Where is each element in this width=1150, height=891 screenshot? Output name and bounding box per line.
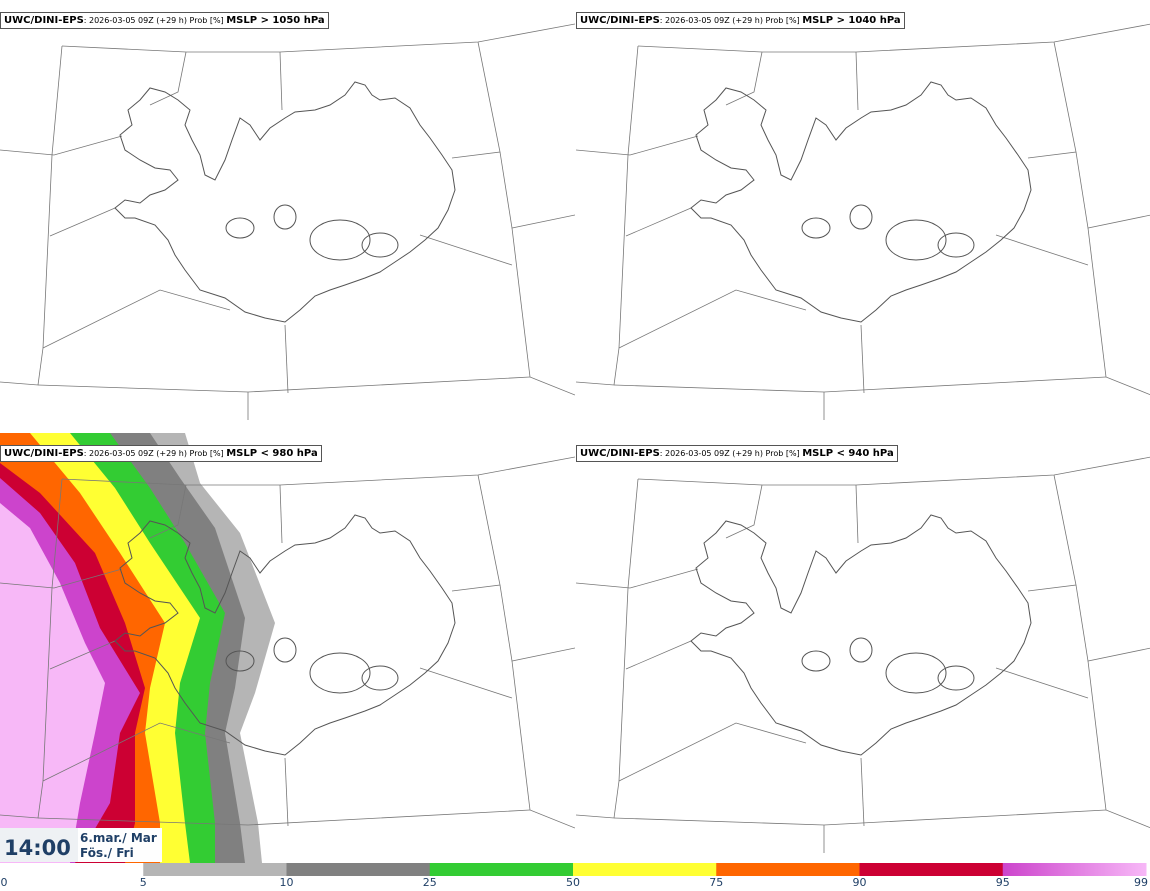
valid-time-box: 14:00 6.mar./ Mar Fös./ Fri <box>0 828 162 862</box>
map-panel-mslp-gt-1050: UWC/DINI-EPS: 2026-03-05 09Z (+29 h) Pro… <box>0 0 575 430</box>
panel-source: UWC/DINI-EPS <box>4 15 84 26</box>
map-canvas <box>576 23 1150 420</box>
panel-info: : 2026-03-05 09Z (+29 h) Prob [%] <box>83 16 224 25</box>
colorbar-tick-label: 90 <box>852 876 867 889</box>
map-panel-mslp-lt-980: UWC/DINI-EPS: 2026-03-05 09Z (+29 h) Pro… <box>0 433 575 863</box>
map-panel-mslp-gt-1040: UWC/DINI-EPS: 2026-03-05 09Z (+29 h) Pro… <box>576 0 1150 430</box>
panel-threshold: MSLP < 980 hPa <box>226 448 318 459</box>
panel-title: UWC/DINI-EPS: 2026-03-05 09Z (+29 h) Pro… <box>0 12 329 29</box>
panel-source: UWC/DINI-EPS <box>580 448 660 459</box>
colorbar-tick-label: 10 <box>279 876 294 889</box>
map-panel-mslp-lt-940: UWC/DINI-EPS: 2026-03-05 09Z (+29 h) Pro… <box>576 433 1150 863</box>
panel-threshold: MSLP > 1040 hPa <box>802 15 901 26</box>
panel-info: : 2026-03-05 09Z (+29 h) Prob [%] <box>659 16 800 25</box>
colorbar-tick-label: 50 <box>566 876 580 889</box>
panel-title: UWC/DINI-EPS: 2026-03-05 09Z (+29 h) Pro… <box>576 445 898 462</box>
panel-title: UWC/DINI-EPS: 2026-03-05 09Z (+29 h) Pro… <box>0 445 322 462</box>
colorbar-segment-75 <box>716 863 860 876</box>
panel-info: : 2026-03-05 09Z (+29 h) Prob [%] <box>83 449 224 458</box>
panel-title: UWC/DINI-EPS: 2026-03-05 09Z (+29 h) Pro… <box>576 12 905 29</box>
panel-source: UWC/DINI-EPS <box>580 15 660 26</box>
colorbar-segment-50 <box>573 863 717 876</box>
date-background <box>78 828 162 862</box>
colorbar-tick-label: 25 <box>422 876 437 889</box>
colorbar-tick-label: 99 <box>1134 876 1148 889</box>
colorbar-tick-label: 75 <box>709 876 724 889</box>
panel-info: : 2026-03-05 09Z (+29 h) Prob [%] <box>659 449 800 458</box>
colorbar-tick-label: 95 <box>995 876 1010 889</box>
panel-threshold: MSLP > 1050 hPa <box>226 15 325 26</box>
map-canvas <box>0 23 575 420</box>
valid-time: 14:00 <box>4 836 71 860</box>
panel-source: UWC/DINI-EPS <box>4 448 84 459</box>
colorbar-segment-5 <box>143 863 287 876</box>
colorbar-tick-label: 0 <box>0 876 8 889</box>
colorbar-segment-25 <box>429 863 574 876</box>
colorbar-tick-label: 5 <box>139 876 147 889</box>
valid-date: 6.mar./ Mar <box>80 831 157 845</box>
colorbar-segment-0 <box>0 863 144 876</box>
colorbar-segment-10 <box>286 863 431 876</box>
map-canvas <box>576 456 1150 853</box>
prob-band-99 <box>0 503 105 863</box>
valid-day: Fös./ Fri <box>80 846 134 860</box>
map-canvas <box>0 433 575 863</box>
panel-threshold: MSLP < 940 hPa <box>802 448 894 459</box>
colorbar <box>0 863 1147 876</box>
colorbar-segment-90 <box>859 863 1004 876</box>
colorbar-segment-95 <box>1002 863 1147 876</box>
